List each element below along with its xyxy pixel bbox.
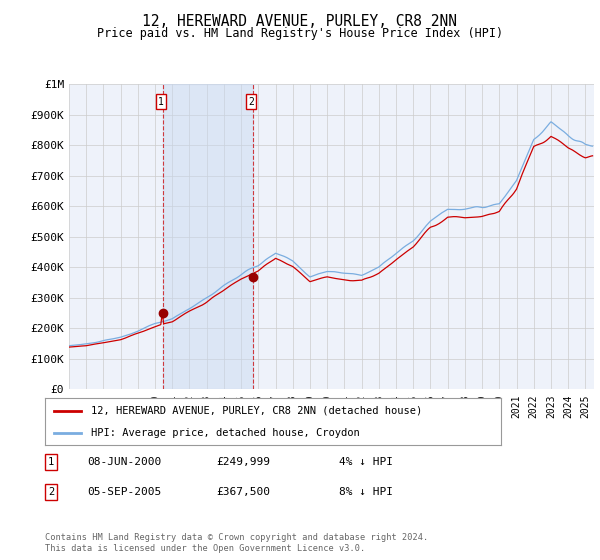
Text: 12, HEREWARD AVENUE, PURLEY, CR8 2NN: 12, HEREWARD AVENUE, PURLEY, CR8 2NN <box>143 14 458 29</box>
Text: 08-JUN-2000: 08-JUN-2000 <box>87 457 161 467</box>
Text: £367,500: £367,500 <box>216 487 270 497</box>
Text: 4% ↓ HPI: 4% ↓ HPI <box>339 457 393 467</box>
Text: 12, HEREWARD AVENUE, PURLEY, CR8 2NN (detached house): 12, HEREWARD AVENUE, PURLEY, CR8 2NN (de… <box>91 406 422 416</box>
Text: £249,999: £249,999 <box>216 457 270 467</box>
Text: 1: 1 <box>48 457 54 467</box>
Bar <box>163 84 253 389</box>
Text: 2: 2 <box>248 97 254 107</box>
Text: 05-SEP-2005: 05-SEP-2005 <box>87 487 161 497</box>
Text: Price paid vs. HM Land Registry's House Price Index (HPI): Price paid vs. HM Land Registry's House … <box>97 27 503 40</box>
Text: Contains HM Land Registry data © Crown copyright and database right 2024.
This d: Contains HM Land Registry data © Crown c… <box>45 533 428 553</box>
Text: 8% ↓ HPI: 8% ↓ HPI <box>339 487 393 497</box>
Text: 1: 1 <box>158 97 164 107</box>
Text: 2: 2 <box>48 487 54 497</box>
Text: HPI: Average price, detached house, Croydon: HPI: Average price, detached house, Croy… <box>91 428 359 438</box>
